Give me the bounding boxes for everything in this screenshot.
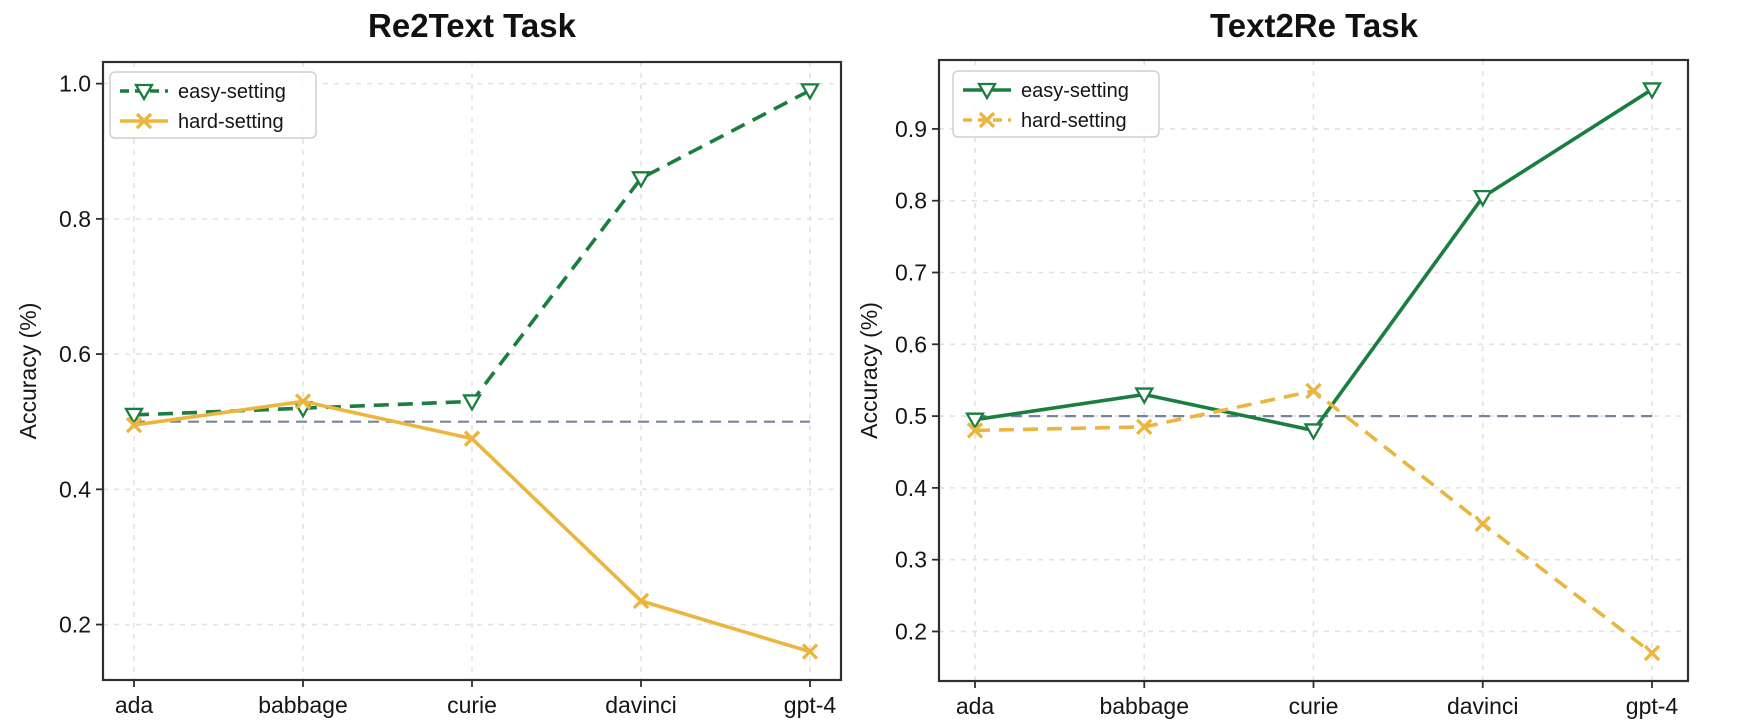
re2text-chart: 0.2 0.4 0.6 0.8 1.0 ada babbage curie davinci gpt… <box>15 60 843 718</box>
x-tick-label: curie <box>447 692 497 718</box>
x-marker <box>1305 382 1322 400</box>
x-marker <box>966 422 984 439</box>
chart-title-text2re: Text2Re Task <box>1210 7 1418 44</box>
chart-title-re2text: Re2Text Task <box>368 7 576 44</box>
triangle-down-marker <box>1642 82 1662 100</box>
legend-item-hard-setting: hard-setting <box>963 110 1127 132</box>
y-tick-label: 0.3 <box>895 547 927 573</box>
x-tick-label: babbage <box>258 692 348 718</box>
x-tick-label: babbage <box>1099 693 1189 719</box>
legend: easy-setting hard-setting <box>109 71 317 139</box>
legend-label: hard-setting <box>178 111 284 133</box>
legend-box <box>952 70 1160 138</box>
y-axis-label: Accuracy (%) <box>856 302 882 439</box>
legend-label: hard-setting <box>1021 110 1127 132</box>
x-marker <box>463 430 481 447</box>
y-tick-label: 0.8 <box>59 206 91 232</box>
triangle-down-marker <box>124 407 144 426</box>
x-marker <box>1136 418 1153 436</box>
y-tick-label: 0.6 <box>59 341 91 367</box>
y-tick-label: 0.9 <box>895 116 927 142</box>
x-tick-label: gpt-4 <box>1626 693 1679 719</box>
y-tick-label: 0.4 <box>895 475 927 501</box>
y-tick-label: 0.8 <box>895 188 927 214</box>
y-tick-label: 1.0 <box>59 71 91 97</box>
y-axis-label: Accuracy (%) <box>15 303 41 440</box>
y-tick-label: 0.7 <box>895 260 927 286</box>
triangle-down-marker <box>800 83 820 101</box>
x-marker <box>632 592 650 610</box>
x-tick-label: davinci <box>605 692 677 718</box>
y-tick-label: 0.4 <box>59 476 91 502</box>
x-marker <box>978 111 996 129</box>
y-tick-label: 0.5 <box>895 403 927 429</box>
y-tick-label: 0.6 <box>895 331 927 357</box>
triangle-down-marker <box>1303 423 1324 441</box>
legend-item-easy-setting: easy-setting <box>120 81 286 103</box>
triangle-down-marker <box>1472 189 1493 208</box>
x-tick-label: davinci <box>1447 693 1519 719</box>
triangle-down-marker <box>977 82 997 101</box>
y-tick-label: 0.2 <box>59 612 91 638</box>
triangle-down-marker <box>134 83 154 102</box>
x-marker <box>125 416 143 434</box>
x-tick-label: ada <box>956 693 995 719</box>
x-tick-label: gpt-4 <box>784 692 837 718</box>
legend-label: easy-setting <box>178 81 286 103</box>
x-marker <box>1474 515 1491 532</box>
triangle-down-marker <box>462 394 482 412</box>
legend: easy-setting hard-setting <box>952 70 1160 138</box>
triangle-down-marker <box>1134 387 1155 405</box>
legend-item-hard-setting: hard-setting <box>120 111 284 133</box>
x-marker <box>135 112 153 130</box>
legend-label: easy-setting <box>1021 80 1129 102</box>
x-tick-label: curie <box>1289 693 1339 719</box>
x-marker <box>801 643 819 660</box>
x-marker <box>294 393 312 410</box>
y-tick-label: 0.2 <box>895 618 927 644</box>
x-tick-label: ada <box>115 692 154 718</box>
legend-item-easy-setting: easy-setting <box>963 80 1129 102</box>
text2re-chart: 0.2 0.3 0.4 0.5 0.6 0.7 0.8 0.9 ada babbage curie d… <box>856 58 1690 719</box>
x-marker <box>1643 644 1661 662</box>
triangle-down-marker <box>965 412 985 430</box>
triangle-down-marker <box>631 171 651 189</box>
